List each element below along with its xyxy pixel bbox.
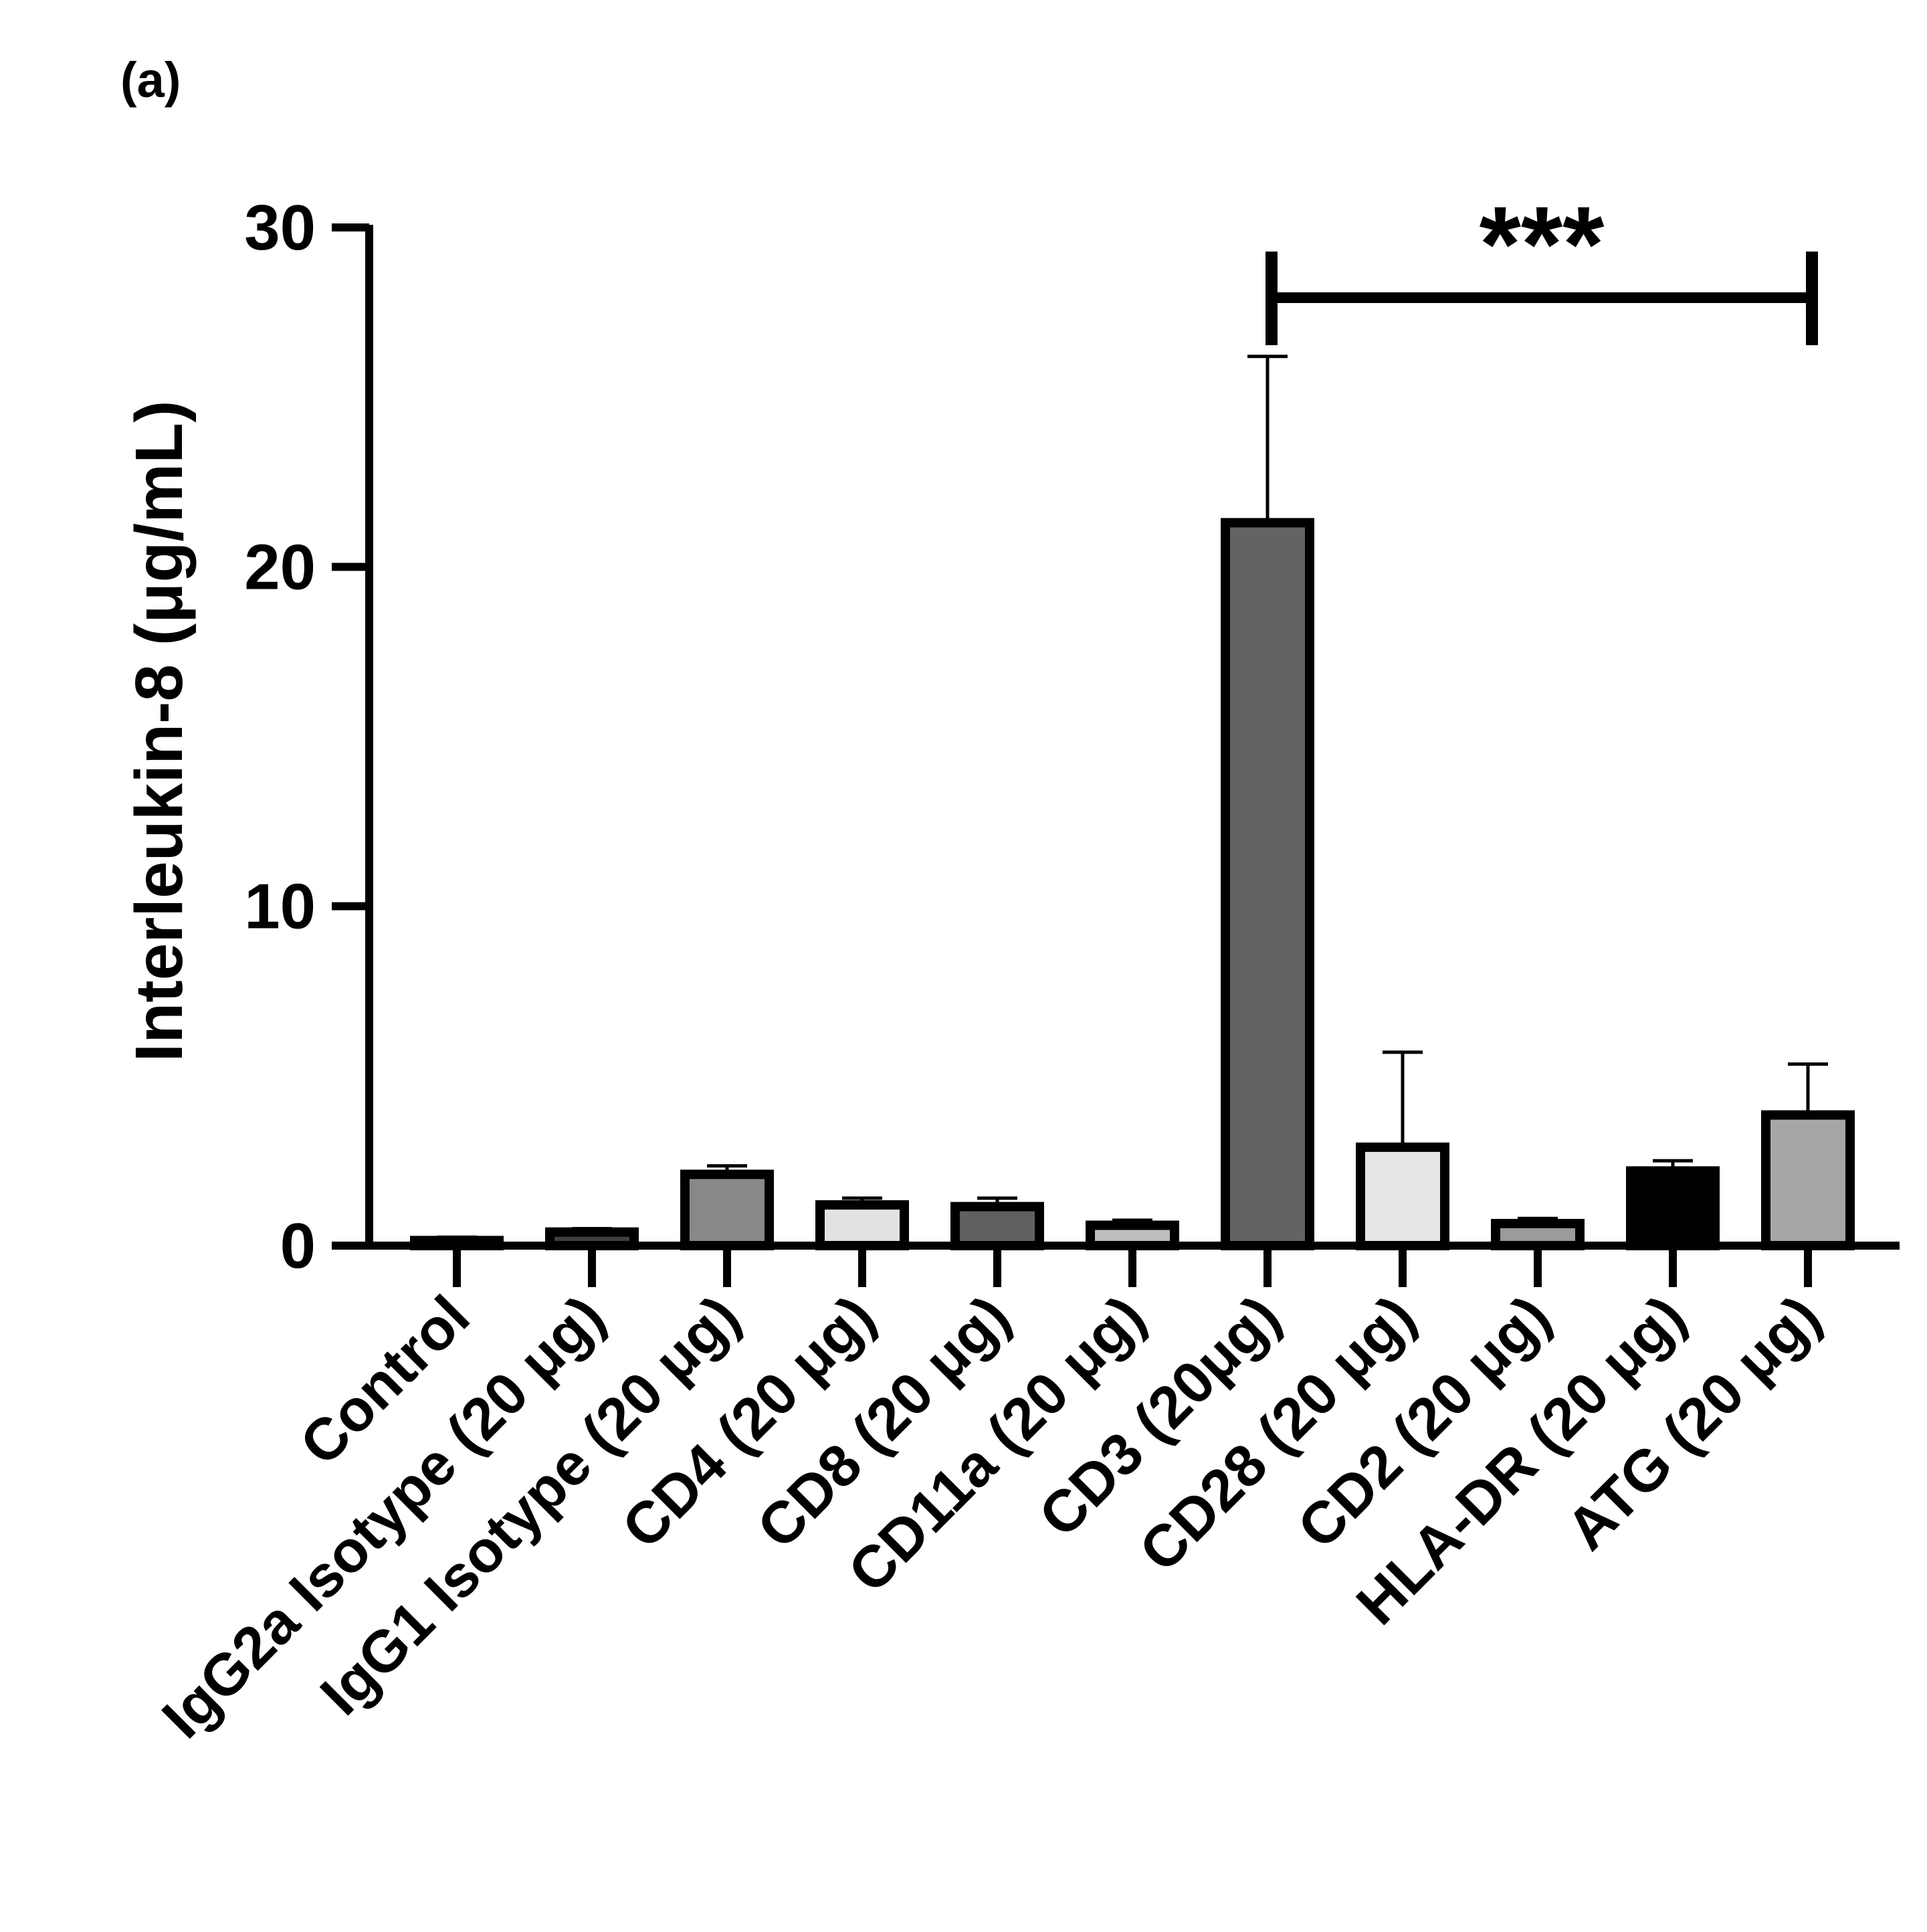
y-tick-label: 30 — [244, 192, 316, 264]
bar — [1086, 1220, 1179, 1251]
panel-label: (a) — [120, 52, 181, 108]
y-axis-label: Interleukin-8 (μg/mL) — [122, 400, 197, 1062]
bar — [1221, 518, 1314, 1250]
significance-label: *** — [1480, 184, 1605, 304]
bars — [410, 518, 1855, 1251]
bar — [410, 1236, 504, 1251]
y-tick-label: 0 — [280, 1210, 316, 1282]
y-tick-label: 10 — [244, 871, 316, 943]
bar — [1626, 1166, 1720, 1251]
bar — [1491, 1219, 1585, 1250]
error-bars — [437, 355, 1828, 1241]
bar — [680, 1169, 774, 1250]
y-tick-label: 20 — [244, 531, 316, 603]
bar — [815, 1200, 909, 1250]
axes: 0 10 20 30 — [244, 192, 1900, 1282]
bar — [545, 1227, 639, 1250]
bar — [1356, 1142, 1449, 1250]
significance-bracket: *** — [1265, 184, 1818, 345]
bar — [950, 1201, 1044, 1250]
bar — [1761, 1110, 1855, 1250]
